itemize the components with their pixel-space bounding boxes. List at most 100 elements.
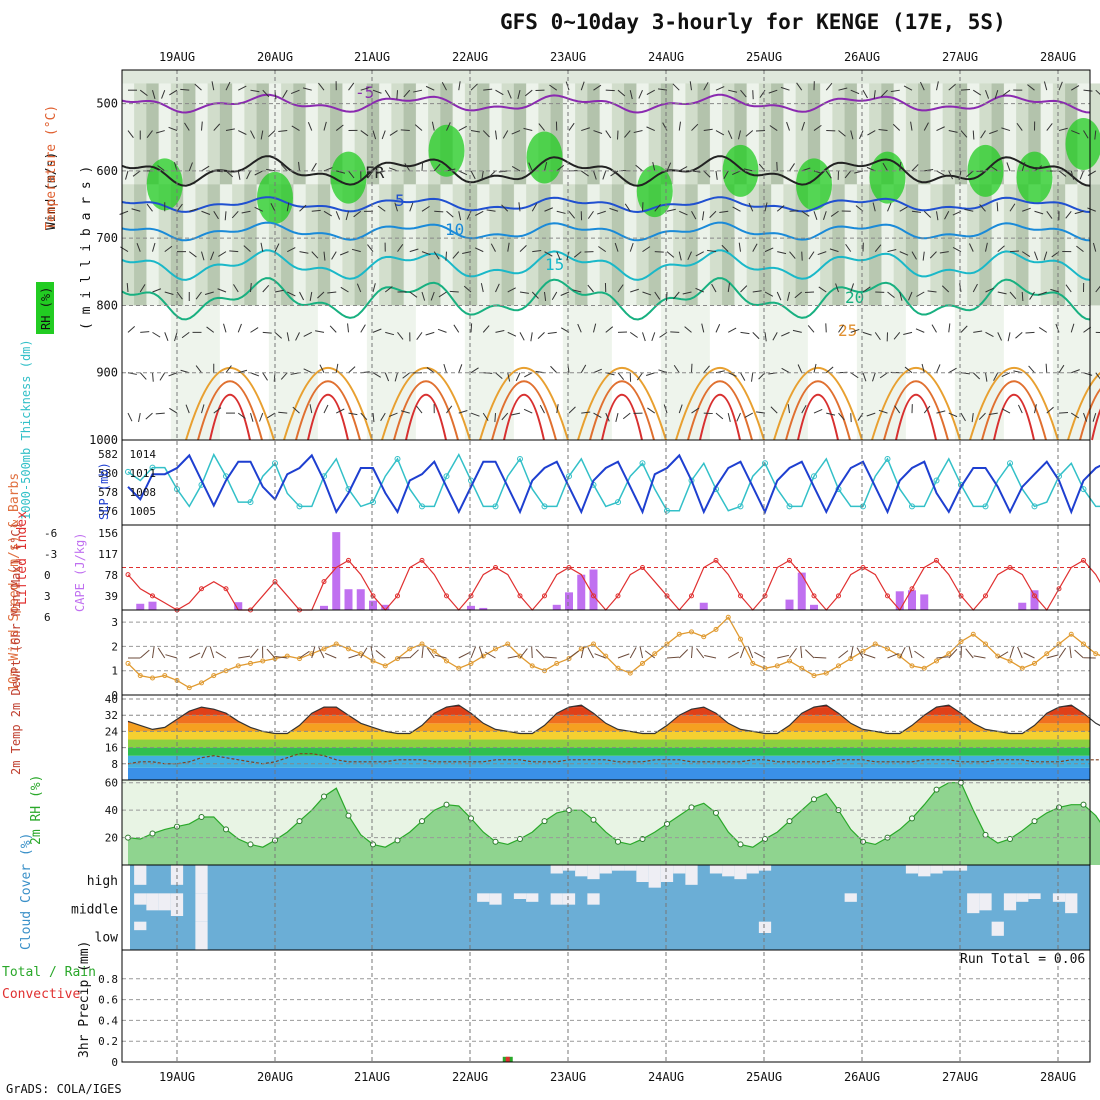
wind-barb-10m — [617, 653, 630, 659]
wind-barb-10m — [914, 650, 925, 659]
wind-barb — [568, 406, 576, 414]
panel-border — [121, 949, 1091, 1063]
wind-barb — [936, 211, 939, 221]
wind-barb — [1028, 365, 1035, 374]
wind-barb — [948, 130, 958, 133]
wind-barb — [138, 412, 141, 423]
wind-barb — [458, 211, 462, 221]
wind-barb — [458, 409, 468, 414]
wind-barb — [1083, 89, 1093, 92]
lifted-index-point — [125, 572, 131, 578]
wind-speed-point — [566, 656, 572, 662]
wind-barb — [859, 130, 864, 140]
wind-barb — [850, 328, 860, 333]
rh-shade — [293, 83, 307, 185]
wind-barb-10m — [936, 656, 949, 659]
wind-barb — [225, 170, 234, 178]
wind-barb — [348, 170, 355, 179]
rh-shade — [415, 305, 429, 440]
wind-barb-10m — [973, 655, 986, 659]
wind-barb-10m — [777, 654, 790, 659]
wind-barb — [1095, 89, 1100, 95]
wind-barb-10m — [519, 648, 528, 659]
rh-shade — [183, 184, 196, 306]
wind-barb — [691, 211, 697, 220]
wind-barb — [652, 162, 656, 172]
wind-barb-10m — [1069, 646, 1072, 659]
wind-barb — [155, 412, 165, 415]
wind-barb — [971, 413, 974, 423]
wind-barb — [1029, 291, 1035, 300]
lifted-index-point — [713, 557, 719, 563]
rh-shade — [942, 184, 956, 306]
wind-axis-label: 10m Wind Speed (m/s) & Barbs — [7, 473, 22, 692]
wind-barb-10m — [580, 646, 585, 659]
wind-speed-point — [689, 629, 694, 635]
heat-contour — [773, 366, 863, 441]
wind-barb — [367, 244, 374, 252]
wind-barb-10m — [348, 653, 361, 659]
cloud-cell-middle — [146, 893, 159, 911]
rh-shade — [1003, 184, 1017, 306]
wind-barb — [518, 202, 521, 212]
rh-shade — [709, 184, 723, 306]
wind-barb — [899, 251, 909, 256]
wind-barb — [519, 245, 527, 252]
wind-barb — [421, 291, 426, 301]
cape-bar — [589, 569, 598, 610]
wind-barb — [544, 162, 548, 172]
wind-barb — [740, 372, 746, 381]
wind-barb — [703, 128, 713, 132]
rh-point — [370, 841, 376, 848]
wind-barb — [152, 372, 154, 382]
cloud-cell-high — [648, 865, 661, 888]
wind-barb — [678, 404, 683, 414]
wind-barb — [871, 372, 876, 382]
wind-barb — [159, 372, 166, 381]
panel-border — [121, 609, 1091, 696]
lifted-index-point — [517, 593, 523, 599]
wind-barb — [678, 251, 682, 261]
wind-barb — [184, 122, 190, 131]
pressure-units: ( m i l l i b a r s ) — [79, 166, 94, 330]
wind-speed-point — [309, 651, 315, 657]
wind-barb — [1095, 285, 1100, 293]
wind-barb — [140, 331, 150, 333]
rh-shade — [844, 83, 858, 185]
wind-speed-point — [529, 663, 535, 669]
wind-barb — [157, 165, 166, 172]
rh-shade — [207, 184, 221, 306]
thickness-point — [419, 503, 425, 510]
wind-barb — [972, 283, 978, 293]
cape-bar — [467, 605, 475, 610]
wind-barb — [770, 406, 778, 414]
wind-speed-point — [664, 641, 670, 647]
cloud-cell-middle — [979, 893, 992, 911]
rh-shade — [869, 184, 882, 306]
cape-bar — [565, 592, 573, 610]
wind-barb — [1065, 210, 1072, 219]
wind-barb — [323, 251, 326, 261]
cape-bar — [381, 604, 390, 610]
heat-contour — [675, 366, 765, 441]
wind-barb — [924, 169, 934, 172]
wind-barb — [985, 287, 994, 293]
wind-barb-10m — [838, 650, 849, 659]
wind-speed-point — [554, 660, 560, 666]
wind-barb — [495, 330, 505, 333]
cloud-ylabel: Cloud Cover (%) — [19, 833, 34, 950]
thickness-point — [247, 499, 254, 506]
cape-bar — [369, 600, 377, 610]
rh-shade — [967, 184, 980, 306]
rh-shade — [464, 184, 478, 306]
wind-barb — [470, 323, 473, 333]
bottom-date-label: 19AUG — [159, 1070, 195, 1084]
wind-barb — [985, 372, 988, 382]
lifted-index-point — [395, 593, 400, 599]
wind-barb — [238, 369, 248, 374]
wind-barb — [292, 406, 300, 414]
wind-barb — [756, 411, 766, 414]
wind-speed-point — [640, 660, 645, 666]
wind-barb — [838, 324, 844, 333]
lifted-index-point — [958, 593, 964, 599]
